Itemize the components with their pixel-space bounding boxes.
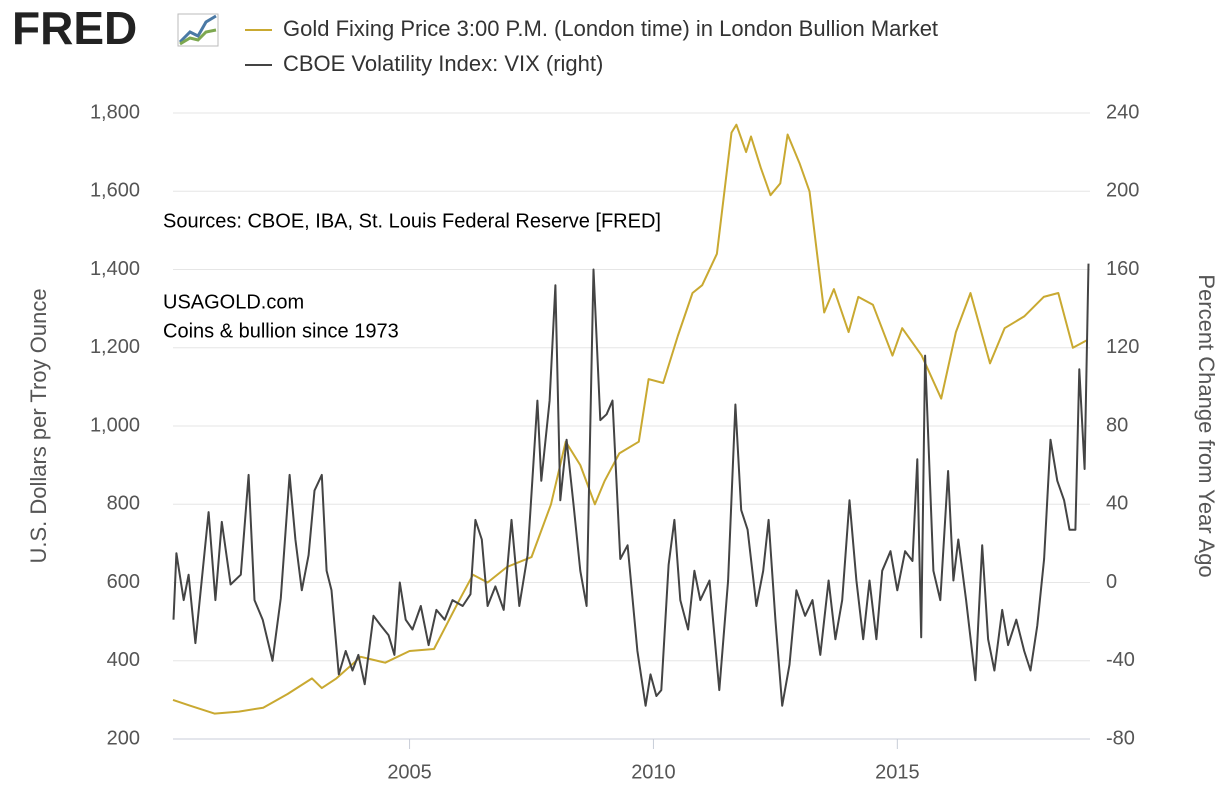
y-tick-label: 1,600	[90, 180, 140, 202]
y-tick-label: 200	[107, 727, 140, 749]
x-tick-label: 2010	[631, 761, 676, 783]
annotation: Coins & bullion since 1973	[163, 320, 399, 342]
y2-tick-label: 40	[1106, 493, 1128, 515]
legend-label: CBOE Volatility Index: VIX (right)	[283, 51, 603, 76]
y2-tick-label: -80	[1106, 727, 1135, 749]
y-tick-label: 800	[107, 493, 140, 515]
y-tick-label: 1,200	[90, 336, 140, 358]
y2-tick-label: 80	[1106, 414, 1128, 436]
y-tick-label: 600	[107, 571, 140, 593]
y2-tick-label: 0	[1106, 571, 1117, 593]
y2-tick-label: 160	[1106, 258, 1139, 280]
y2-tick-label: 120	[1106, 336, 1139, 358]
annotation: USAGOLD.com	[163, 291, 304, 313]
legend-label: Gold Fixing Price 3:00 P.M. (London time…	[283, 16, 938, 41]
series-line	[172, 263, 1090, 707]
y2-axis-label: Percent Change from Year Ago	[1194, 274, 1219, 577]
logo: FRED	[12, 2, 137, 54]
y2-tick-label: 240	[1106, 101, 1139, 123]
y-tick-label: 400	[107, 649, 140, 671]
y-tick-label: 1,000	[90, 414, 140, 436]
series-line	[172, 123, 1089, 715]
y-tick-label: 1,800	[90, 101, 140, 123]
x-tick-label: 2005	[387, 761, 432, 783]
logo-icon	[177, 13, 219, 47]
y-tick-label: 1,400	[90, 258, 140, 280]
x-tick-label: 2015	[875, 761, 920, 783]
y2-tick-label: 200	[1106, 180, 1139, 202]
annotation: Sources: CBOE, IBA, St. Louis Federal Re…	[163, 210, 661, 232]
y-axis-label: U.S. Dollars per Troy Ounce	[26, 288, 51, 563]
y2-tick-label: -40	[1106, 649, 1135, 671]
